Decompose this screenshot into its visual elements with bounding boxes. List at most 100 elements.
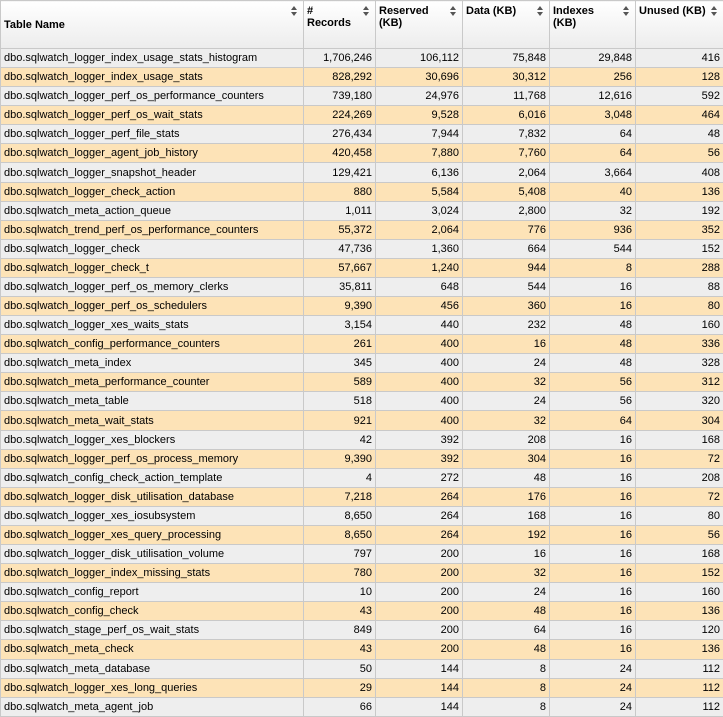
cell-records: 3,154 <box>303 315 376 336</box>
column-header-reserved-kb[interactable]: Reserved (KB) <box>375 0 463 49</box>
cell-data-kb: 16 <box>462 544 550 565</box>
column-header-label: Indexes (KB) <box>553 5 594 29</box>
cell-unused-kb: 152 <box>635 563 723 584</box>
cell-records: 35,811 <box>303 276 376 298</box>
table-row[interactable]: dbo.sqlwatch_logger_perf_os_schedulers 9,… <box>0 296 723 317</box>
table-row[interactable]: dbo.sqlwatch_logger_xes_blockers 42 392 208… <box>0 429 723 450</box>
cell-records: 8,650 <box>303 505 376 526</box>
column-header-data-kb[interactable]: Data (KB) <box>462 0 550 49</box>
cell-table-name: dbo.sqlwatch_config_check_action_templat… <box>0 467 304 488</box>
table-row[interactable]: dbo.sqlwatch_logger_check_t 57,667 1,240 94… <box>0 257 723 278</box>
cell-data-kb: 48 <box>462 601 550 622</box>
cell-table-name: dbo.sqlwatch_logger_perf_os_performance_… <box>0 86 304 107</box>
table-row[interactable]: dbo.sqlwatch_meta_check 43 200 48 16 136 <box>0 639 723 660</box>
cell-table-name: dbo.sqlwatch_meta_performance_counter <box>0 372 304 393</box>
table-row[interactable]: dbo.sqlwatch_logger_check_action 880 5,584… <box>0 181 723 202</box>
table-row[interactable]: dbo.sqlwatch_config_check 43 200 48 16 136 <box>0 601 723 622</box>
sort-arrows-icon[interactable] <box>450 6 457 17</box>
table-row[interactable]: dbo.sqlwatch_logger_index_usage_stats 828… <box>0 67 723 88</box>
sort-arrows-icon[interactable] <box>291 6 298 17</box>
cell-indexes-kb: 64 <box>549 124 636 145</box>
table-row[interactable]: dbo.sqlwatch_logger_perf_os_performance_… <box>0 86 723 107</box>
cell-unused-kb: 56 <box>635 143 723 164</box>
cell-unused-kb: 312 <box>635 372 723 393</box>
table-row[interactable]: dbo.sqlwatch_logger_xes_query_processing… <box>0 524 723 546</box>
cell-indexes-kb: 48 <box>549 315 636 336</box>
cell-table-name: dbo.sqlwatch_meta_table <box>0 391 304 412</box>
table-row[interactable]: dbo.sqlwatch_logger_xes_long_queries 29 14… <box>0 677 723 698</box>
cell-indexes-kb: 544 <box>549 238 636 259</box>
cell-records: 10 <box>303 582 376 603</box>
cell-records: 57,667 <box>303 257 376 278</box>
cell-reserved-kb: 144 <box>375 696 463 717</box>
table-row[interactable]: dbo.sqlwatch_meta_database 50 144 8 24 112 <box>0 658 723 679</box>
cell-records: 8,650 <box>303 524 376 546</box>
table-row[interactable]: dbo.sqlwatch_logger_index_usage_stats_hi… <box>0 47 723 69</box>
cell-data-kb: 11,768 <box>462 86 550 107</box>
cell-records: 1,706,246 <box>303 47 376 69</box>
column-header-unused-kb[interactable]: Unused (KB) <box>635 0 723 49</box>
table-row[interactable]: dbo.sqlwatch_logger_disk_utilisation_vol… <box>0 544 723 565</box>
table-row[interactable]: dbo.sqlwatch_logger_disk_utilisation_dat… <box>0 486 723 507</box>
column-header-records[interactable]: # Records <box>303 0 376 49</box>
table-row[interactable]: dbo.sqlwatch_meta_agent_job 66 144 8 24 112 <box>0 696 723 717</box>
cell-reserved-kb: 400 <box>375 353 463 374</box>
table-row[interactable]: dbo.sqlwatch_config_performance_counters… <box>0 334 723 355</box>
table-row[interactable]: dbo.sqlwatch_logger_perf_os_process_memo… <box>0 448 723 469</box>
cell-records: 261 <box>303 334 376 355</box>
cell-records: 345 <box>303 353 376 374</box>
sort-arrows-icon[interactable] <box>363 6 370 17</box>
table-row[interactable]: dbo.sqlwatch_meta_wait_stats 921 400 32 64 30… <box>0 410 723 431</box>
table-row[interactable]: dbo.sqlwatch_logger_perf_os_memory_clerk… <box>0 276 723 298</box>
sort-arrows-icon[interactable] <box>623 6 630 17</box>
table-row[interactable]: dbo.sqlwatch_meta_index 345 400 24 48 328 <box>0 353 723 374</box>
cell-indexes-kb: 64 <box>549 410 636 431</box>
cell-reserved-kb: 200 <box>375 582 463 603</box>
grid-header: Table Name # Records Reserved (KB) Data (KB… <box>0 0 723 49</box>
cell-indexes-kb: 16 <box>549 582 636 603</box>
cell-data-kb: 48 <box>462 639 550 660</box>
table-row[interactable]: dbo.sqlwatch_meta_action_queue 1,011 3,024… <box>0 200 723 221</box>
cell-reserved-kb: 200 <box>375 563 463 584</box>
sort-arrows-icon[interactable] <box>537 6 544 17</box>
cell-table-name: dbo.sqlwatch_logger_xes_query_processing <box>0 524 304 546</box>
cell-records: 921 <box>303 410 376 431</box>
table-row[interactable]: dbo.sqlwatch_stage_perf_os_wait_stats 849… <box>0 620 723 641</box>
table-row[interactable]: dbo.sqlwatch_meta_table 518 400 24 56 320 <box>0 391 723 412</box>
cell-indexes-kb: 32 <box>549 200 636 221</box>
table-row[interactable]: dbo.sqlwatch_logger_perf_file_stats 276,4… <box>0 124 723 145</box>
table-row[interactable]: dbo.sqlwatch_logger_xes_waits_stats 3,154… <box>0 315 723 336</box>
cell-reserved-kb: 400 <box>375 372 463 393</box>
table-row[interactable]: dbo.sqlwatch_logger_perf_os_wait_stats 22… <box>0 105 723 126</box>
cell-data-kb: 2,064 <box>462 162 550 183</box>
column-header-indexes-kb[interactable]: Indexes (KB) <box>549 0 636 49</box>
table-row[interactable]: dbo.sqlwatch_logger_agent_job_history 420… <box>0 143 723 164</box>
cell-table-name: dbo.sqlwatch_meta_action_queue <box>0 200 304 221</box>
table-row[interactable]: dbo.sqlwatch_logger_snapshot_header 129,4… <box>0 162 723 183</box>
cell-reserved-kb: 392 <box>375 429 463 450</box>
column-header-table-name[interactable]: Table Name <box>0 0 304 49</box>
table-row[interactable]: dbo.sqlwatch_config_report 10 200 24 16 160 <box>0 582 723 603</box>
cell-data-kb: 32 <box>462 410 550 431</box>
cell-indexes-kb: 16 <box>549 448 636 469</box>
cell-reserved-kb: 272 <box>375 467 463 488</box>
cell-data-kb: 48 <box>462 467 550 488</box>
cell-records: 780 <box>303 563 376 584</box>
cell-data-kb: 30,312 <box>462 67 550 88</box>
table-row[interactable]: dbo.sqlwatch_trend_perf_os_performance_c… <box>0 219 723 240</box>
table-row[interactable]: dbo.sqlwatch_meta_performance_counter 589… <box>0 372 723 393</box>
table-row[interactable]: dbo.sqlwatch_logger_xes_iosubsystem 8,650… <box>0 505 723 526</box>
cell-data-kb: 24 <box>462 391 550 412</box>
cell-records: 29 <box>303 677 376 698</box>
cell-unused-kb: 136 <box>635 181 723 202</box>
cell-reserved-kb: 200 <box>375 544 463 565</box>
cell-indexes-kb: 8 <box>549 257 636 278</box>
cell-indexes-kb: 48 <box>549 353 636 374</box>
cell-table-name: dbo.sqlwatch_config_performance_counters <box>0 334 304 355</box>
cell-table-name: dbo.sqlwatch_logger_index_missing_stats <box>0 563 304 584</box>
table-row[interactable]: dbo.sqlwatch_logger_index_missing_stats 7… <box>0 563 723 584</box>
cell-table-name: dbo.sqlwatch_logger_disk_utilisation_dat… <box>0 486 304 507</box>
sort-arrows-icon[interactable] <box>711 6 718 17</box>
table-row[interactable]: dbo.sqlwatch_config_check_action_templat… <box>0 467 723 488</box>
table-row[interactable]: dbo.sqlwatch_logger_check 47,736 1,360 664 5… <box>0 238 723 259</box>
